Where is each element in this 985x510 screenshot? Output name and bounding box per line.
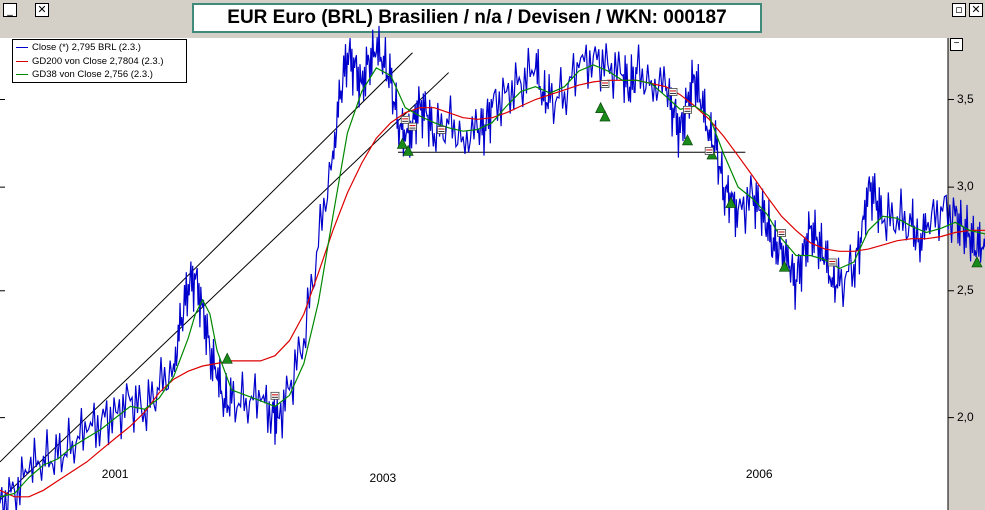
legend-label-gd38: GD38 von Close 2,756 (2.3.) (32, 69, 153, 80)
legend-item-gd200: GD200 von Close 2,7804 (2.3.) (16, 55, 183, 69)
legend-swatch-gd38 (16, 74, 28, 76)
x-axis-label: 2001 (99, 466, 131, 482)
sell-signal-marker (827, 258, 837, 267)
buy-signal-marker (599, 110, 611, 122)
legend-label-gd200: GD200 von Close 2,7804 (2.3.) (32, 55, 164, 67)
sell-signal-marker (400, 115, 410, 124)
legend-item-close: Close (*) 2,795 BRL (2.3.) (16, 41, 183, 55)
sell-signal-marker (600, 80, 610, 88)
legend-swatch-close (16, 47, 28, 49)
close-price-line (0, 25, 985, 510)
y-tick-label: 3,0 (957, 179, 974, 194)
buy-signal-marker (971, 256, 983, 268)
buy-signal-marker (221, 352, 233, 364)
restore-button[interactable]: ▫ (952, 3, 966, 17)
sell-signal-marker (777, 229, 786, 237)
buy-signal-marker (778, 260, 791, 272)
gd38-line (0, 64, 985, 498)
y-tick-label: 2,5 (957, 282, 974, 297)
buy-signal-marker (402, 144, 414, 156)
legend-item-gd38: GD38 von Close 2,756 (2.3.) (16, 68, 183, 82)
buy-signal-marker (681, 134, 694, 146)
gd200-line (0, 79, 985, 498)
buy-signal-marker (396, 137, 408, 149)
trend-channel-upper-line (0, 52, 413, 463)
close-button[interactable]: ✕ (35, 3, 49, 17)
trend-channel-lower-line (0, 72, 450, 501)
chart-title: EUR Euro (BRL) Brasilien / n/a / Devisen… (192, 3, 762, 33)
chart-legend: Close (*) 2,795 BRL (2.3.) GD200 von Clo… (12, 39, 187, 83)
y-tick-label: 3,5 (957, 91, 974, 106)
sell-signal-marker (668, 88, 678, 96)
sell-signal-marker (408, 122, 417, 131)
buy-signal-marker (595, 101, 607, 114)
sell-signal-marker (437, 126, 446, 134)
sell-signal-marker (270, 391, 280, 400)
y-tick-label: 2,0 (957, 409, 974, 424)
minimize-button[interactable]: _ (3, 3, 17, 17)
legend-label-close: Close (*) 2,795 BRL (2.3.) (32, 42, 141, 53)
x-axis-label: 2006 (743, 466, 775, 482)
x-axis-label: 2003 (367, 470, 399, 486)
buy-signal-marker (725, 196, 737, 208)
sell-signal-marker (683, 105, 692, 114)
sell-signal-marker (704, 147, 714, 155)
corner-close-button[interactable]: ✕ (969, 3, 983, 17)
axis-collapse-button[interactable]: − (950, 38, 963, 51)
legend-swatch-gd200 (16, 60, 28, 62)
